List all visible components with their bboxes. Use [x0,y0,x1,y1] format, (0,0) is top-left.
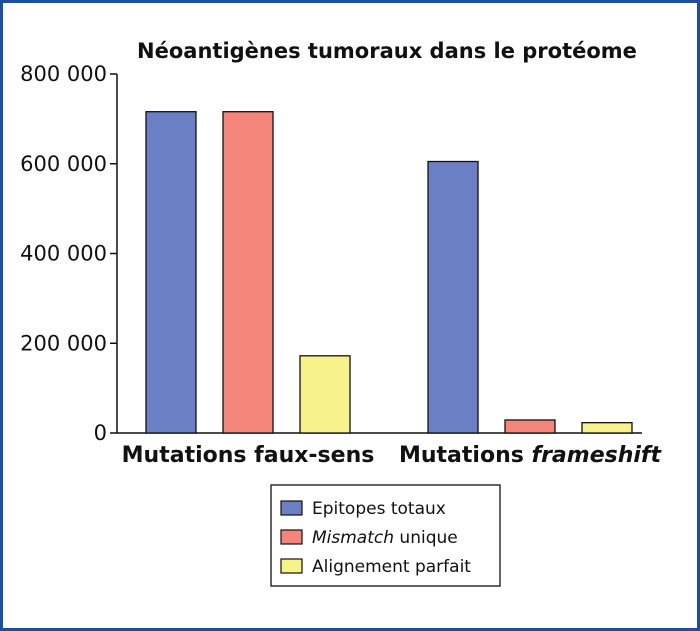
legend-box [270,484,501,587]
y-tick-label: 400 000 [20,242,107,266]
axes: 0 200 000 400 000 600 000 800 000 [20,62,642,445]
category-label-1: Mutations frameshift [399,443,662,468]
bar-series-1-category-1 [504,419,556,434]
legend-label-2: Alignement parfait [312,557,471,577]
legend-label-1: Mismatch unique [312,528,458,548]
label-part-suffix: Alignement parfait [312,557,471,577]
bar-series-0-category-0 [145,111,197,434]
label-part-emph: Mismatch [312,528,394,548]
bar-series-2-category-0 [299,355,351,434]
y-tick-label: 0 [94,421,107,445]
label-part-prefix: Mutations [399,443,532,468]
legend-swatch-0 [280,500,303,516]
chart-title: Néoantigènes tumoraux dans le protéome [137,39,637,63]
legend-swatch-1 [280,529,303,545]
category-label-0: Mutations faux-sens [122,443,375,468]
bar-series-1-category-0 [222,111,274,434]
legend-label-0: Epitopes totaux [312,499,446,519]
legend-swatch-2 [280,558,303,574]
bar-series-2-category-1 [581,422,633,434]
label-part-suffix: unique [394,528,458,548]
y-tick-label: 600 000 [20,152,107,176]
bar-chart: Néoantigènes tumoraux dans le protéome 0… [20,39,663,587]
y-tick-label: 200 000 [20,331,107,355]
bars [145,111,633,434]
bar-series-0-category-1 [427,160,479,434]
label-part-suffix: Epitopes totaux [312,499,446,519]
label-part-emph: frameshift [532,443,663,468]
legend: Epitopes totaux Mismatch unique Alignement… [270,484,501,587]
label-part-prefix: Mutations faux-sens [122,443,375,468]
y-tick-label: 800 000 [20,62,107,86]
category-labels: Mutations faux-sens Mutations frameshift [122,443,663,468]
